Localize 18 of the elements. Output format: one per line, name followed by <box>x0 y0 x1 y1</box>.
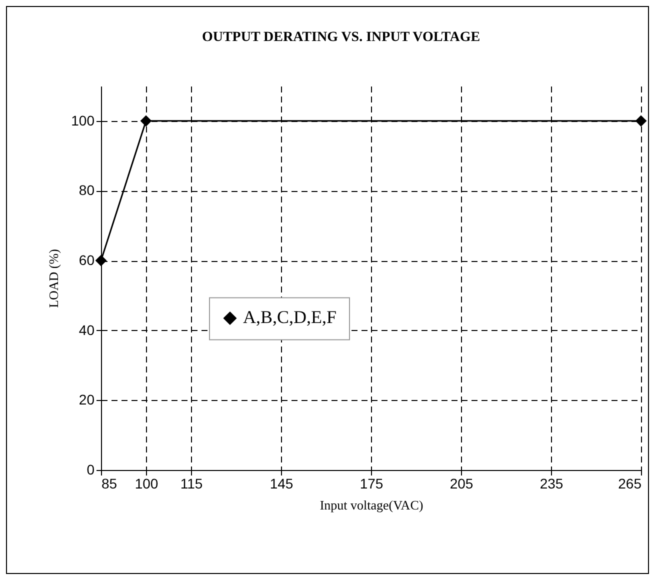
x-tick-label: 85 <box>102 476 118 492</box>
y-tick-label: 60 <box>78 252 95 268</box>
y-tick-label: 100 <box>71 112 95 128</box>
x-tick-label: 100 <box>134 476 158 492</box>
x-tick-label: 145 <box>270 476 294 492</box>
y-tick-label: 20 <box>78 392 95 408</box>
x-axis-title: Input voltage(VAC) <box>320 498 424 512</box>
chart-title: OUTPUT DERATING VS. INPUT VOLTAGE <box>202 30 480 45</box>
y-tick-label: 0 <box>86 462 95 478</box>
y-tick-label: 80 <box>78 182 95 198</box>
x-tick-label: 115 <box>180 476 203 492</box>
y-tick-label: 40 <box>78 322 95 338</box>
x-tick-label: 265 <box>618 476 642 492</box>
x-tick-label: 175 <box>360 476 384 492</box>
x-tick-label: 235 <box>540 476 564 492</box>
y-axis-title: LOAD (%) <box>46 249 62 308</box>
x-tick-label: 205 <box>450 476 474 492</box>
legend-label: A,B,C,D,E,F <box>243 307 337 328</box>
